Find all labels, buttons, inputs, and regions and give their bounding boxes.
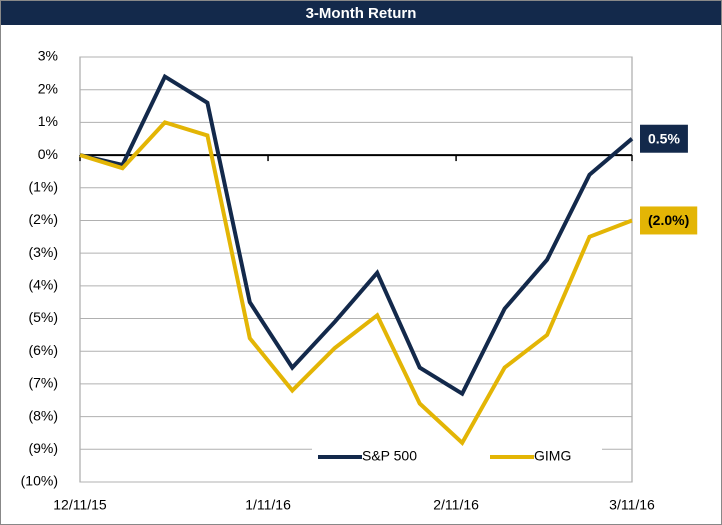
y-tick-label: (3%) [28,244,58,260]
legend-bg [312,447,602,467]
chart-title: 3-Month Return [306,5,417,22]
y-tick-label: 3% [38,48,58,64]
legend-label: S&P 500 [362,448,417,464]
y-tick-label: 0% [38,146,58,162]
title-bar [1,1,721,25]
x-tick-label: 1/11/16 [245,497,291,513]
x-tick-label: 3/11/16 [609,497,655,513]
end-label: (2.0%) [648,212,689,228]
y-tick-label: (9%) [28,440,58,456]
y-tick-label: (1%) [28,178,58,194]
series-line [79,120,633,446]
y-tick-label: (2%) [28,211,58,227]
y-tick-label: (4%) [28,277,58,293]
y-tick-label: 2% [38,80,58,96]
y-tick-label: (8%) [28,407,58,423]
y-tick-label: (6%) [28,342,58,358]
series-line [79,73,634,397]
end-label: 0.5% [648,130,680,146]
y-tick-label: (7%) [28,375,58,391]
legend-label: GIMG [534,448,571,464]
y-tick-label: (5%) [28,309,58,325]
y-tick-label: (10%) [21,473,58,489]
end-label-box [640,124,688,153]
x-tick-label: 2/11/16 [433,497,479,513]
end-label-box [640,206,698,235]
y-tick-label: 1% [38,113,58,129]
x-tick-label: 12/11/15 [53,497,107,513]
